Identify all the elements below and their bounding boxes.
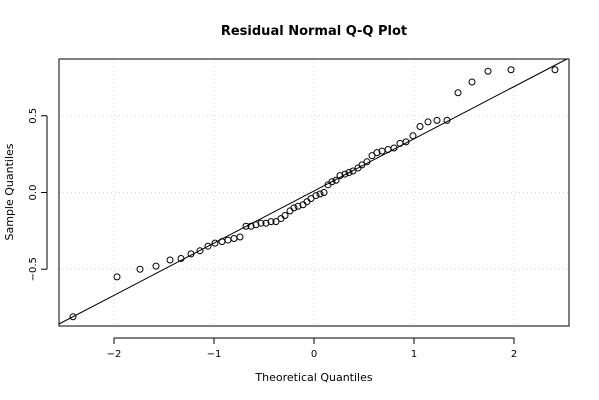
data-point [69, 313, 77, 321]
y-axis-label: Sample Quantiles [3, 143, 16, 240]
qq-reference-line [58, 58, 568, 325]
data-point [390, 144, 398, 152]
data-point [290, 204, 298, 212]
data-point [468, 78, 476, 86]
data-point [409, 132, 417, 140]
x-tick-label: −1 [207, 349, 222, 360]
reference-line [58, 58, 568, 325]
data-point [187, 250, 195, 258]
data-point [247, 222, 255, 230]
data-point [363, 158, 371, 166]
y-tick-label: 0.0 [28, 185, 39, 201]
data-point [307, 195, 315, 203]
data-point [396, 139, 404, 147]
data-point [320, 189, 328, 196]
data-point [211, 239, 219, 247]
data-point [358, 161, 366, 169]
data-point [230, 235, 238, 243]
data-point [152, 262, 160, 270]
data-point [328, 178, 336, 186]
data-point [551, 66, 559, 74]
data-point [316, 190, 324, 198]
data-point [262, 219, 270, 227]
data-point [272, 218, 280, 226]
data-point [433, 116, 441, 124]
data-point [252, 221, 260, 229]
data-point [204, 242, 212, 250]
data-point [443, 116, 451, 124]
data-point [113, 273, 121, 281]
x-axis: −2 −1 0 1 2 [107, 337, 517, 360]
data-point [303, 198, 311, 206]
data-point [166, 256, 174, 264]
data-point [454, 89, 462, 97]
data-point [224, 236, 232, 244]
data-point [267, 218, 275, 226]
data-point [277, 215, 285, 223]
x-tick-label: 2 [511, 349, 517, 360]
data-point [196, 247, 204, 255]
x-tick-label: 1 [411, 349, 417, 360]
data-point [177, 254, 185, 262]
data-point [373, 149, 381, 157]
plot-frame [58, 58, 570, 327]
data-point [424, 118, 432, 126]
y-tick-label: 0.5 [28, 108, 39, 124]
data-point [312, 192, 320, 200]
data-point [484, 67, 492, 75]
data-point [349, 167, 357, 175]
y-axis: −0.5 0.0 0.5 [28, 108, 48, 281]
data-point [332, 176, 340, 184]
data-point [281, 212, 289, 220]
data-points [69, 66, 559, 321]
data-point [507, 66, 515, 74]
data-point [236, 233, 244, 241]
data-point [242, 222, 250, 230]
data-point [416, 123, 424, 131]
data-point [341, 170, 349, 178]
data-point [294, 202, 302, 210]
x-axis-label: Theoretical Quantiles [254, 371, 372, 384]
chart-title: Residual Normal Q-Q Plot [221, 24, 407, 39]
x-tick-label: −2 [107, 349, 122, 360]
data-point [136, 265, 144, 273]
y-tick-label: −0.5 [28, 257, 39, 281]
data-point [257, 219, 265, 227]
data-point [336, 172, 344, 180]
data-point [286, 207, 294, 215]
data-point [402, 138, 410, 146]
data-point [345, 169, 353, 177]
grid-lines [59, 59, 569, 326]
data-point [384, 146, 392, 154]
x-tick-label: 0 [311, 349, 317, 360]
data-point [368, 152, 376, 160]
